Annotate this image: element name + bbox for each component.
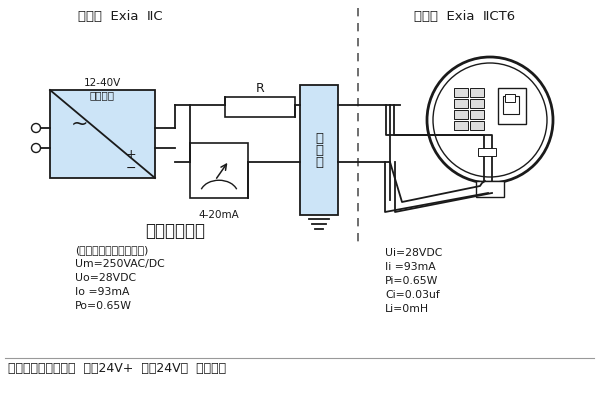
Text: 危险区  Exia  ⅡCT6: 危险区 Exia ⅡCT6 (415, 10, 516, 23)
Bar (454, 88, 468, 97)
Bar (505, 94, 515, 102)
Text: Li=0mH: Li=0mH (385, 304, 429, 314)
Text: −: − (126, 162, 136, 174)
Circle shape (32, 143, 41, 152)
Text: Uo=28VDC: Uo=28VDC (75, 273, 136, 283)
Text: Io =93mA: Io =93mA (75, 287, 129, 297)
Bar (470, 121, 484, 130)
Bar (470, 99, 484, 108)
Bar (476, 181, 504, 197)
Text: Um=250VAC/DC: Um=250VAC/DC (75, 259, 165, 269)
Bar (454, 99, 468, 108)
Bar (50, 90, 155, 178)
Bar (498, 88, 526, 124)
Text: 注：一体化接线方式  红：24V+  蓝：24V－  黑：接地: 注：一体化接线方式 红：24V+ 蓝：24V－ 黑：接地 (8, 362, 226, 375)
Bar (470, 88, 484, 97)
Text: 直流电源: 直流电源 (90, 90, 115, 100)
Text: 全: 全 (315, 143, 323, 156)
Circle shape (427, 57, 553, 183)
Text: Ii =93mA: Ii =93mA (385, 262, 435, 272)
Text: 安全区  Exia  ⅡC: 安全区 Exia ⅡC (78, 10, 162, 23)
Bar (225, 97, 295, 117)
Text: Po=0.65W: Po=0.65W (75, 301, 132, 311)
Circle shape (433, 63, 547, 177)
Circle shape (32, 123, 41, 132)
Bar (190, 143, 248, 198)
Bar (454, 121, 468, 130)
Text: Ci=0.03uf: Ci=0.03uf (385, 290, 440, 300)
Text: 本安型接线图: 本安型接线图 (145, 222, 205, 240)
Bar (470, 110, 484, 119)
Bar (503, 96, 519, 114)
Bar (478, 148, 496, 156)
Bar (454, 110, 468, 119)
Text: 栅: 栅 (315, 156, 323, 169)
Text: 12-40V: 12-40V (84, 78, 121, 88)
Text: Ui=28VDC: Ui=28VDC (385, 248, 443, 258)
Bar (300, 85, 338, 215)
Text: R: R (256, 82, 264, 95)
Text: 4-20mA: 4-20mA (199, 210, 240, 220)
Text: ~: ~ (71, 114, 88, 134)
Text: Pi=0.65W: Pi=0.65W (385, 276, 438, 286)
Text: 安: 安 (315, 132, 323, 145)
Text: (参见安全栅适用说明书): (参见安全栅适用说明书) (75, 245, 149, 255)
Text: +: + (126, 147, 137, 160)
